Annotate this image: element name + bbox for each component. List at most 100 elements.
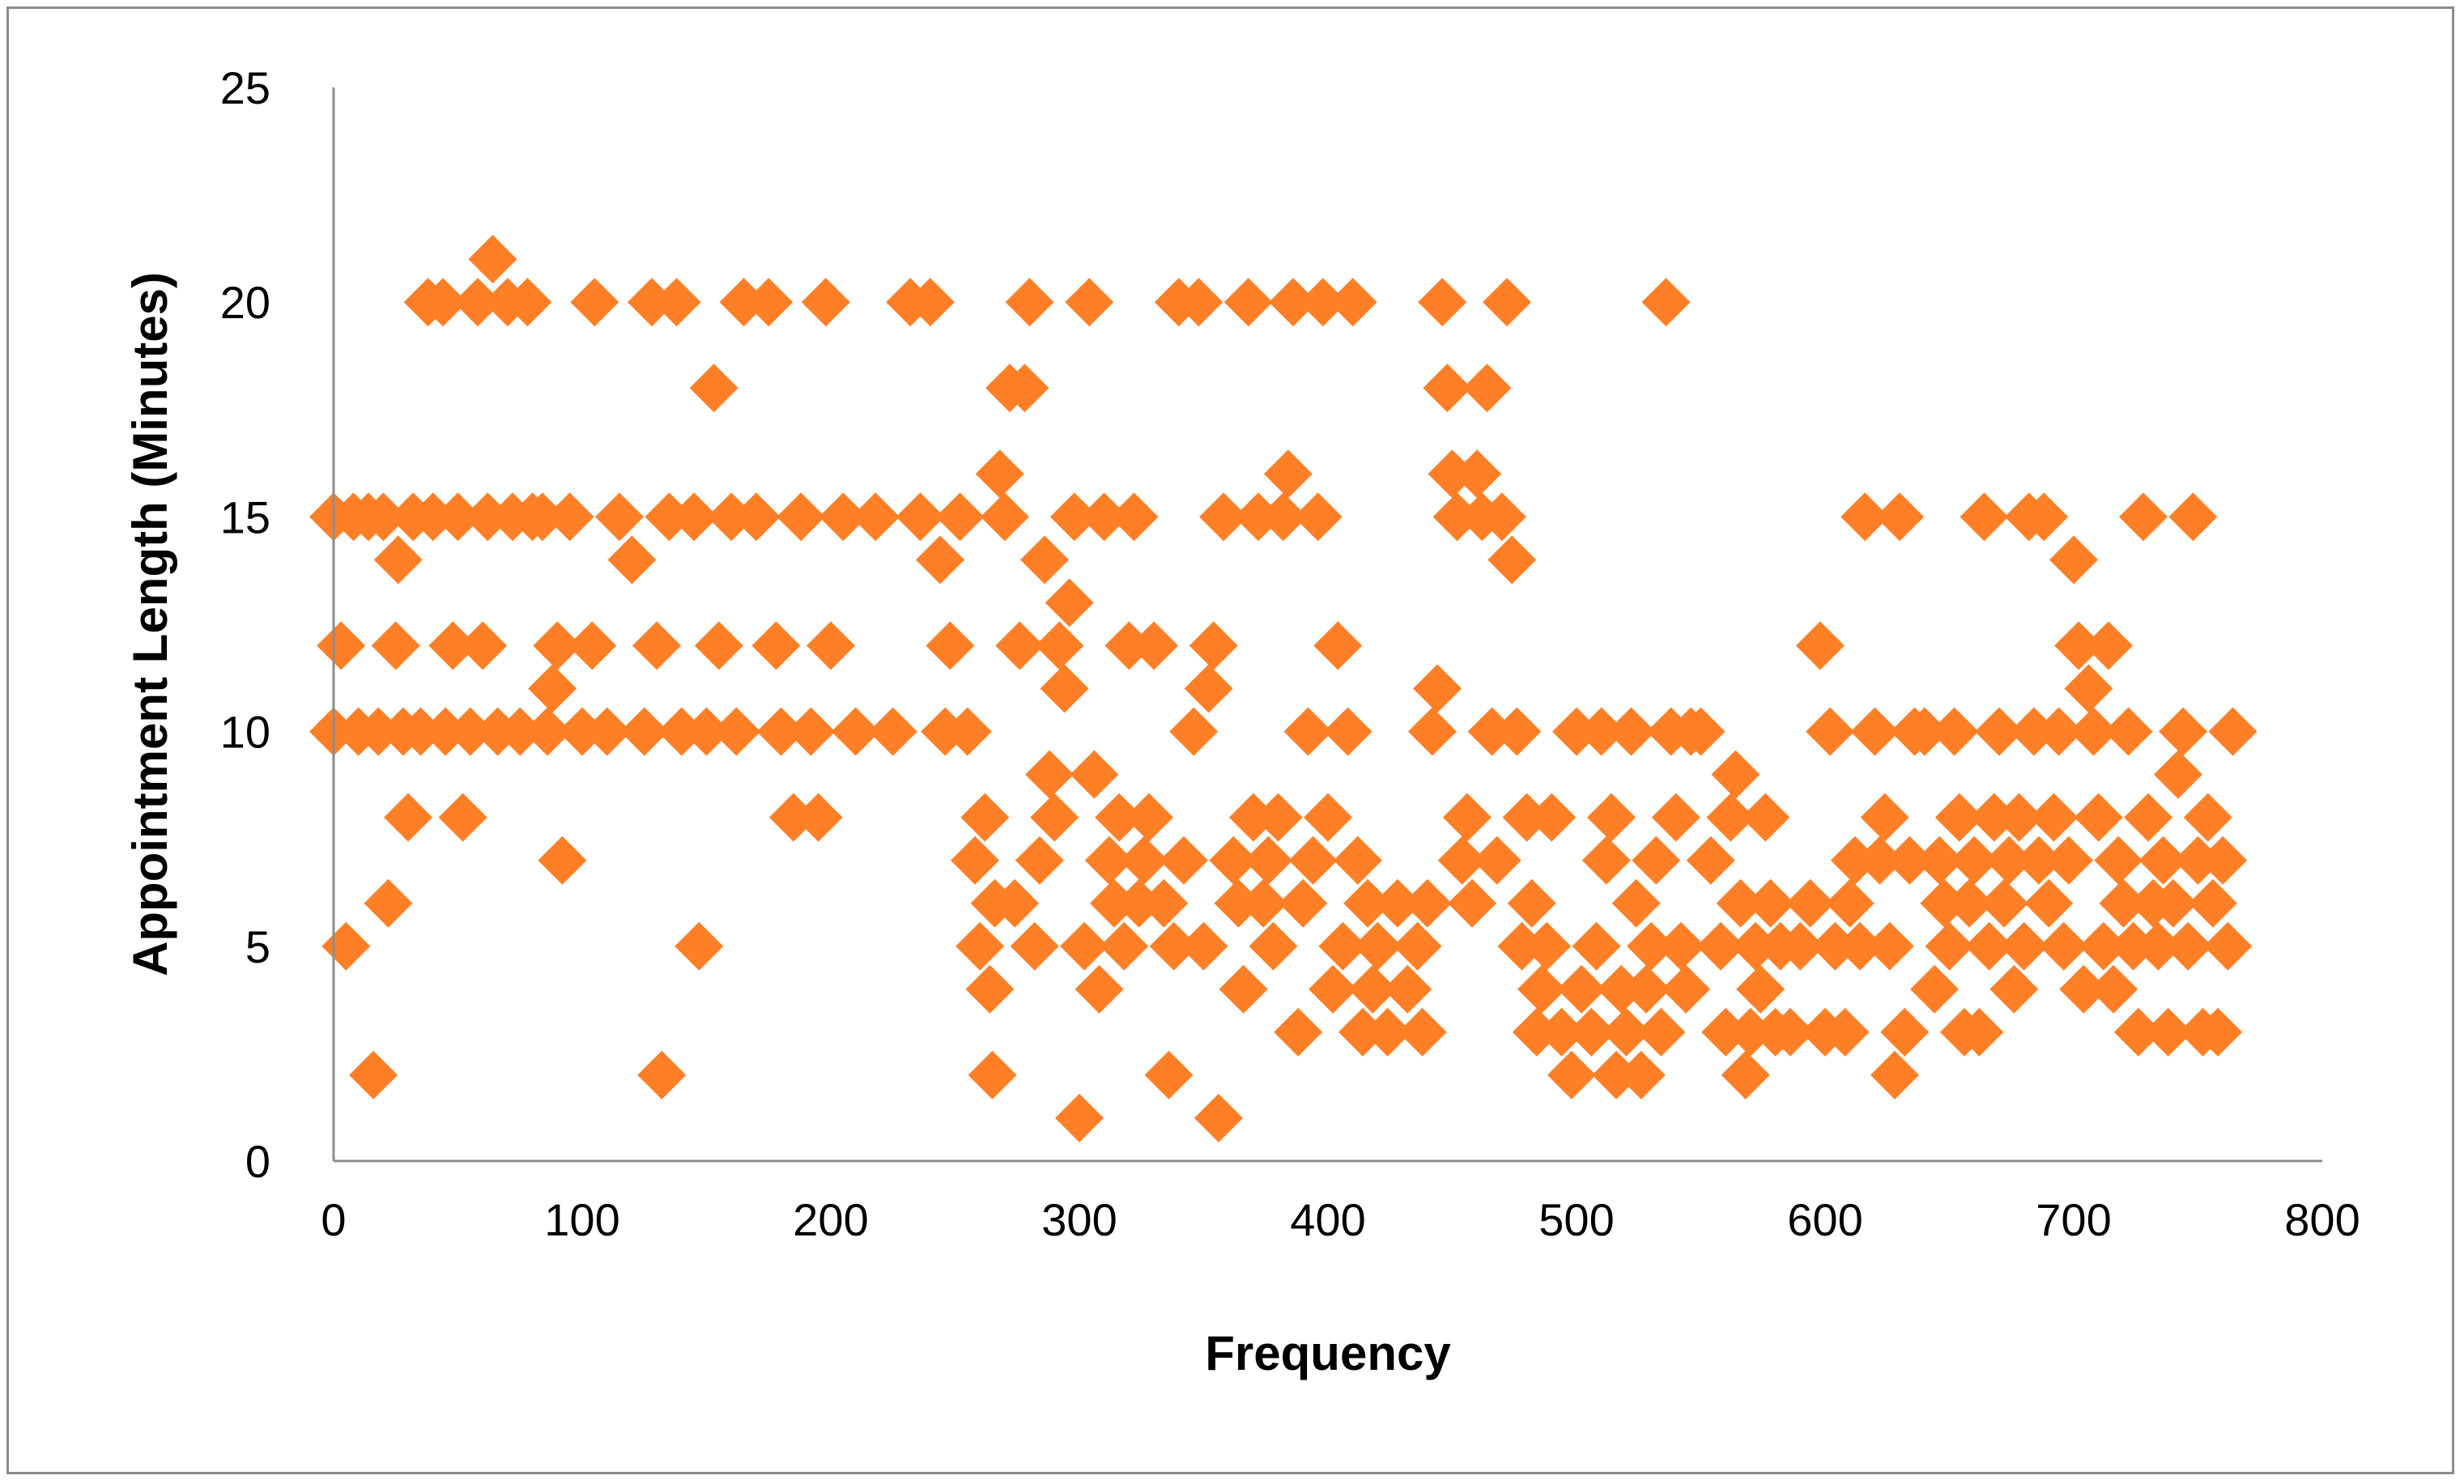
data-point (1075, 964, 1124, 1014)
data-point (1318, 921, 1368, 971)
data-point (1517, 964, 1567, 1014)
data-point (1920, 878, 1969, 928)
data-point (916, 535, 965, 585)
data-point (2208, 707, 2258, 756)
data-point (558, 707, 606, 756)
data-point (1253, 793, 1303, 842)
data-point (570, 278, 619, 327)
data-point (321, 921, 371, 971)
data-point (1662, 964, 1711, 1014)
data-point (364, 878, 413, 928)
data-point (707, 492, 756, 542)
data-point (2099, 878, 2148, 928)
data-point (995, 621, 1045, 670)
data-point (689, 364, 738, 413)
data-point (408, 492, 457, 542)
data-point (1811, 921, 1860, 971)
data-point (1557, 964, 1606, 1014)
data-point (1199, 492, 1249, 542)
data-point (2118, 492, 2168, 542)
data-point (1274, 1007, 1323, 1057)
y-tick-label: 5 (245, 921, 270, 972)
data-point (794, 793, 843, 842)
data-point (419, 278, 468, 327)
data-point (1512, 1007, 1561, 1057)
data-point (670, 492, 719, 542)
data-point (503, 278, 552, 327)
data-point (1219, 964, 1268, 1014)
data-point (768, 793, 818, 842)
data-point (1442, 793, 1492, 842)
data-point (756, 707, 806, 756)
data-point (712, 707, 761, 756)
data-point (1875, 492, 1925, 542)
data-point (433, 492, 483, 542)
data-point (359, 492, 408, 542)
data-point (1079, 492, 1129, 542)
data-point (1597, 964, 1646, 1014)
data-point (1025, 750, 1075, 799)
data-point (1960, 492, 2009, 542)
data-point (744, 278, 794, 327)
data-point (1223, 278, 1273, 327)
data-point (1731, 921, 1781, 971)
data-point (2113, 1007, 2163, 1057)
data-point (1572, 921, 1621, 971)
data-point (1149, 921, 1198, 971)
y-axis-title: Appointment Length (Minutes) (123, 272, 177, 976)
data-point (438, 793, 487, 842)
data-point (1502, 793, 1551, 842)
data-point (1825, 878, 1875, 928)
data-point (1537, 1007, 1586, 1057)
data-point (1945, 878, 1994, 928)
data-point (2104, 707, 2153, 756)
data-point (1407, 707, 1457, 756)
data-point (2015, 836, 2064, 885)
data-point (806, 621, 855, 670)
data-point (2138, 836, 2188, 885)
data-point (1577, 707, 1626, 756)
data-point (1621, 964, 1670, 1014)
data-point (1795, 621, 1845, 670)
x-tick-label: 100 (544, 1194, 619, 1245)
data-point (1030, 793, 1079, 842)
data-point (1741, 793, 1790, 842)
data-point (1432, 492, 1482, 542)
data-point (1328, 278, 1377, 327)
data-point (1855, 836, 1904, 885)
data-point (1547, 1050, 1596, 1099)
data-point (384, 793, 433, 842)
x-tick-label: 300 (1041, 1194, 1117, 1245)
data-point (1487, 535, 1537, 585)
data-point (1964, 921, 2014, 971)
data-point (1507, 878, 1556, 928)
data-point (468, 235, 517, 284)
data-point (2024, 878, 2074, 928)
data-point (595, 492, 645, 542)
data-point (2089, 964, 2138, 1014)
data-point (1706, 793, 1755, 842)
data-point (1611, 878, 1661, 928)
data-point (1114, 878, 1164, 928)
data-point (1453, 449, 1502, 499)
data-point (1721, 1050, 1770, 1099)
data-point (1900, 707, 1949, 756)
data-point (1850, 707, 1900, 756)
data-point (1592, 1050, 1641, 1099)
data-point (607, 535, 657, 585)
data-point (2069, 707, 2118, 756)
data-point (1448, 878, 1497, 928)
data-point (1179, 921, 1228, 971)
data-point (1423, 364, 1472, 413)
x-tick-label: 200 (793, 1194, 868, 1245)
data-point (2143, 1007, 2193, 1057)
data-point (968, 1050, 1017, 1099)
data-point (831, 707, 880, 756)
data-point (1288, 836, 1338, 885)
data-point (1716, 878, 1765, 928)
data-point (682, 707, 731, 756)
data-point (1015, 836, 1064, 885)
data-point (1343, 878, 1393, 928)
data-point (2148, 878, 2198, 928)
